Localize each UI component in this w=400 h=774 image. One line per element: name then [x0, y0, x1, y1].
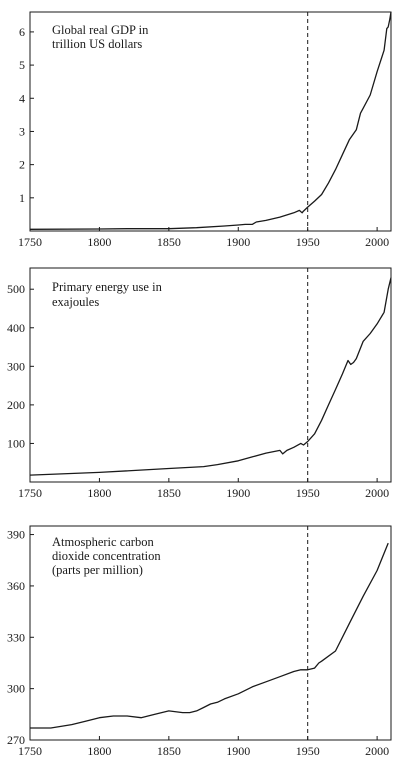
y-tick-label: 270: [7, 733, 25, 747]
x-tick-label: 1800: [87, 486, 111, 500]
chart-title-line: Atmospheric carbon: [52, 535, 154, 549]
y-tick-label: 5: [19, 58, 25, 72]
x-tick-label: 1850: [157, 235, 181, 249]
y-tick-label: 300: [7, 682, 25, 696]
plot-frame: [29, 525, 392, 741]
chart-title-line: (parts per million): [52, 563, 143, 577]
series-line: [29, 277, 392, 476]
chart-title-line: trillion US dollars: [52, 37, 142, 51]
x-tick-label: 1900: [226, 486, 250, 500]
x-tick-label: 2000: [365, 235, 389, 249]
series-line: [30, 542, 389, 729]
plot-frame: [29, 11, 392, 232]
chart-title-line: exajoules: [52, 295, 99, 309]
y-tick-label: 3: [19, 124, 25, 138]
x-tick-label: 1900: [226, 235, 250, 249]
y-tick-label: 400: [7, 321, 25, 335]
co2-chart: 1750 1800 1850 1900 1950 2000 270 300 330 360 390 A…: [7, 525, 392, 758]
y-tick-label: 4: [19, 91, 25, 105]
x-tick-label: 1950: [296, 744, 320, 758]
y-tick-label: 2: [19, 158, 25, 172]
y-tick-label: 200: [7, 398, 25, 412]
x-tick-label: 1850: [157, 486, 181, 500]
y-tick-label: 1: [19, 191, 25, 205]
gdp-chart: 1750 1800 1850 1900 1950 2000 1 2 3 4 5 6 Global rea…: [18, 11, 392, 249]
x-tick-label: 1950: [296, 235, 320, 249]
chart-title-line: Primary energy use in: [52, 280, 163, 294]
y-tick-label: 6: [19, 25, 25, 39]
y-tick-label: 330: [7, 630, 25, 644]
x-tick-label: 1850: [157, 744, 181, 758]
x-tick-label: 2000: [365, 744, 389, 758]
chart-title-line: dioxide concentration: [52, 549, 161, 563]
y-tick-label: 500: [7, 282, 25, 296]
x-tick-label: 1750: [18, 486, 42, 500]
y-tick-label: 300: [7, 359, 25, 373]
x-tick-label: 1900: [226, 744, 250, 758]
y-tick-label: 390: [7, 528, 25, 542]
x-tick-label: 1800: [87, 744, 111, 758]
x-tick-label: 1800: [87, 235, 111, 249]
chart-title-line: Global real GDP in: [52, 23, 149, 37]
plot-frame: [29, 267, 392, 483]
series-line: [29, 11, 392, 230]
x-tick-label: 2000: [365, 486, 389, 500]
y-tick-label: 100: [7, 436, 25, 450]
x-tick-label: 1750: [18, 744, 42, 758]
energy-chart: 1750 1800 1850 1900 1950 2000 100 200 300 400 500 P…: [7, 267, 392, 500]
x-tick-label: 1750: [18, 235, 42, 249]
y-tick-label: 360: [7, 579, 25, 593]
x-tick-label: 1950: [296, 486, 320, 500]
